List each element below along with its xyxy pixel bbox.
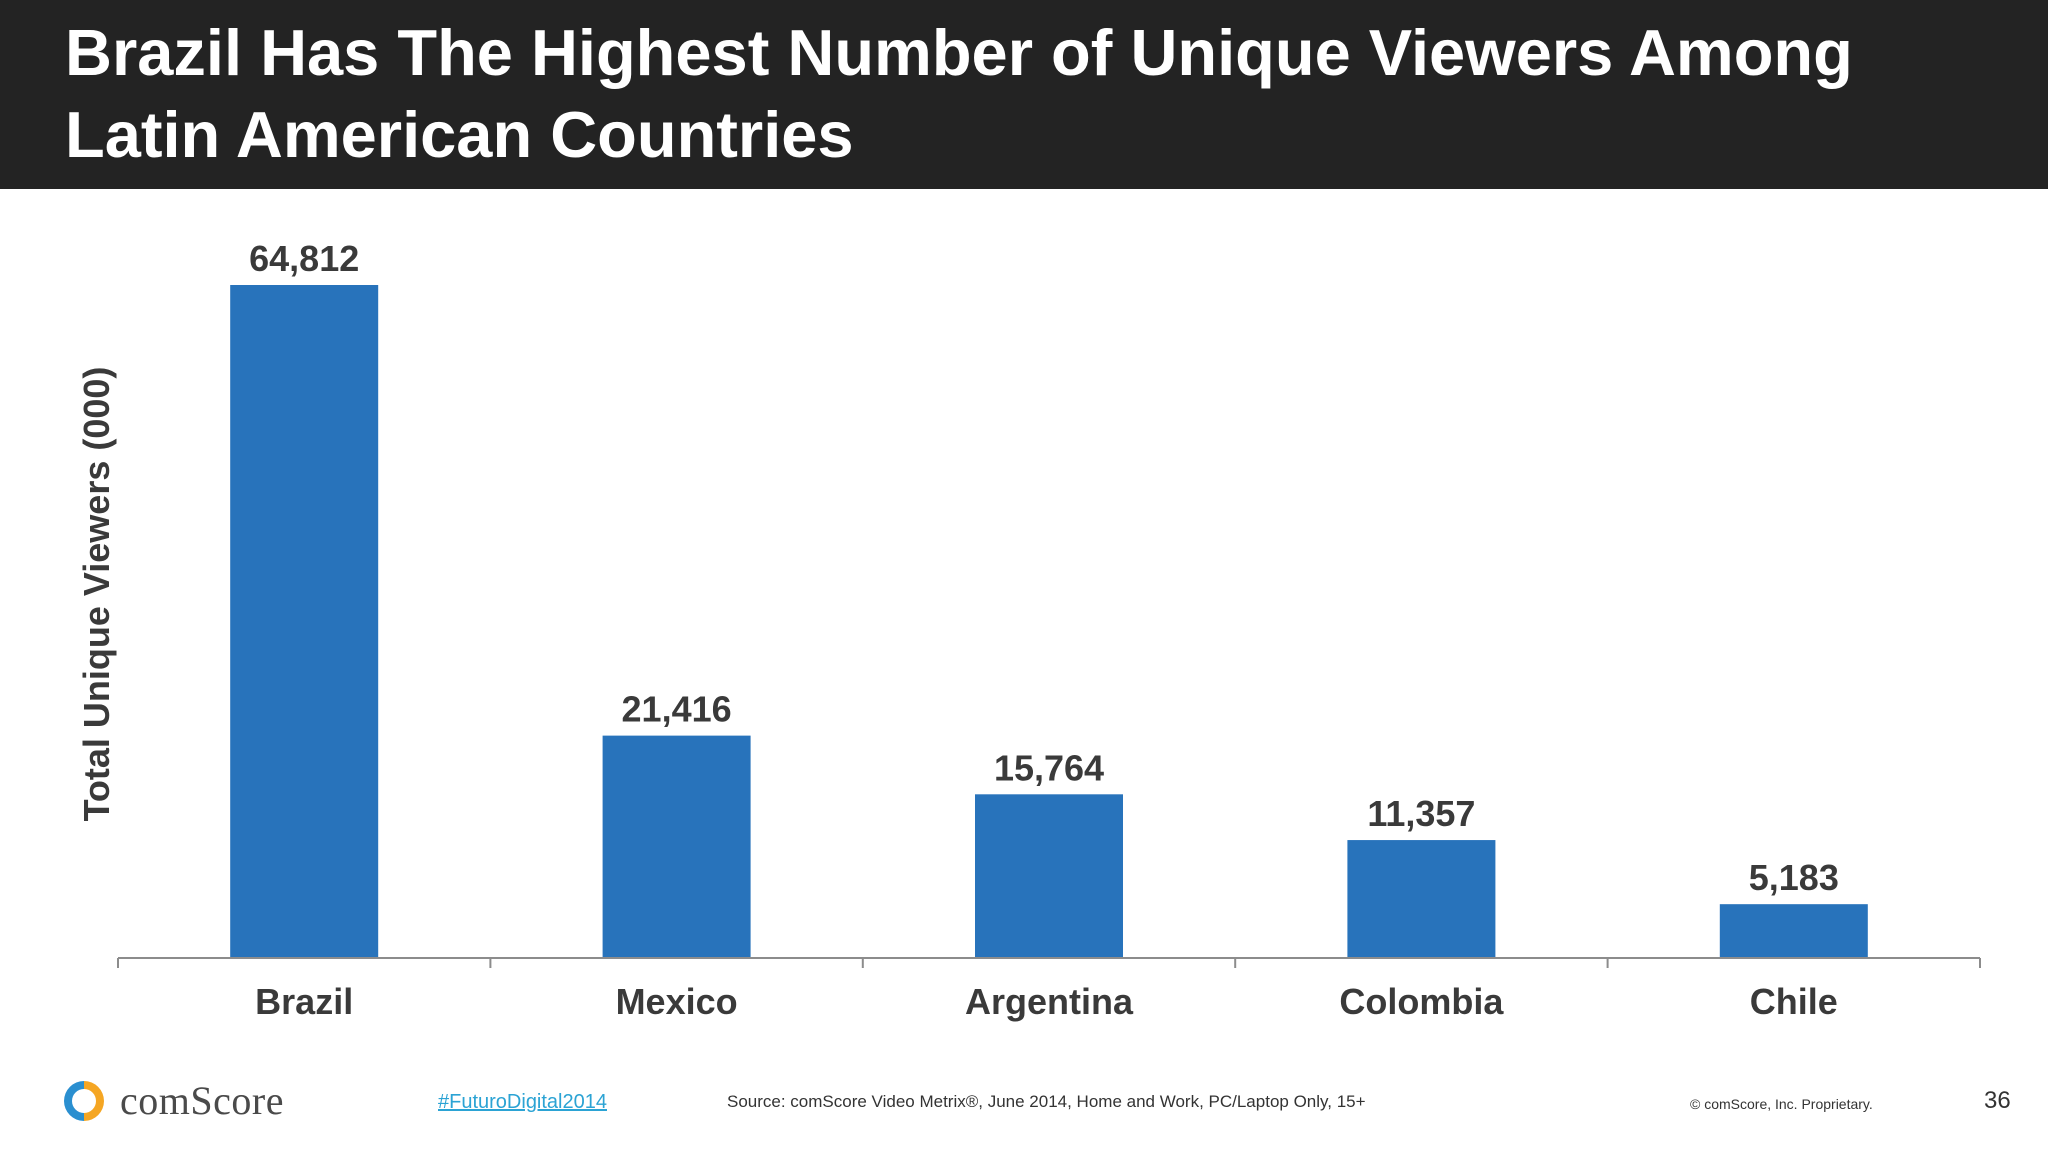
x-tick-label-mexico: Mexico <box>616 981 738 1022</box>
x-tick-label-colombia: Colombia <box>1339 981 1504 1022</box>
bar-brazil <box>230 285 379 958</box>
bar-argentina <box>975 794 1123 958</box>
x-tick-label-argentina: Argentina <box>965 981 1134 1022</box>
title-bar: Brazil Has The Highest Number of Unique … <box>0 0 2048 189</box>
copyright-note: © comScore, Inc. Proprietary. <box>1690 1096 1873 1112</box>
value-label-chile: 5,183 <box>1749 857 1839 898</box>
comscore-logo-text: comScore <box>120 1078 284 1123</box>
hashtag-link[interactable]: #FuturoDigital2014 <box>438 1091 607 1113</box>
y-axis-label: Total Unique Viewers (000) <box>76 366 117 822</box>
x-tick-label-brazil: Brazil <box>255 981 353 1022</box>
bar-chile <box>1719 904 1868 958</box>
bar-colombia <box>1347 840 1496 958</box>
bar-mexico <box>602 735 751 958</box>
page-title: Brazil Has The Highest Number of Unique … <box>65 16 1853 171</box>
value-label-brazil: 64,812 <box>249 238 359 279</box>
source-note: Source: comScore Video Metrix®, June 201… <box>727 1092 1366 1111</box>
value-label-mexico: 21,416 <box>622 689 732 730</box>
page-number: 36 <box>1984 1087 2011 1114</box>
bar-chart: 64,812 Brazil 21,416 Mexico 15,764 Argentina 1… <box>117 238 1981 1022</box>
value-label-colombia: 11,357 <box>1367 793 1475 834</box>
comscore-logo: comScore <box>62 1077 284 1124</box>
x-tick-label-chile: Chile <box>1750 981 1838 1022</box>
comscore-logo-icon <box>64 1080 104 1121</box>
value-label-argentina: 15,764 <box>994 747 1104 788</box>
